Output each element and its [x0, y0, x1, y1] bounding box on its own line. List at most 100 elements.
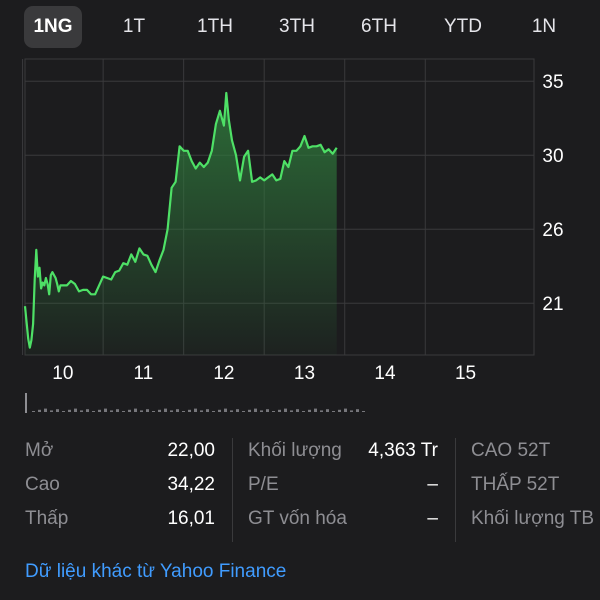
volume-bar	[302, 411, 305, 412]
y-axis-ticks: 35 30 26 21	[542, 72, 563, 315]
stat-value-open: 22,00	[167, 440, 215, 461]
volume-bar	[158, 409, 161, 412]
volume-bar	[326, 409, 329, 412]
volume-bar	[164, 408, 167, 412]
volume-bar	[320, 410, 323, 412]
volume-bar	[98, 409, 101, 412]
tab-1-year[interactable]: 1N	[531, 16, 557, 37]
time-range-tabs: 1NG 1T 1TH 3TH 6TH YTD 1N	[22, 6, 600, 48]
volume-bar	[128, 409, 131, 412]
stat-value-volume: 4,363 Tr	[368, 440, 438, 461]
volume-bar	[260, 410, 263, 412]
volume-bar	[242, 411, 245, 412]
y-tick-label: 21	[542, 294, 563, 315]
stat-label-52w-high: CAO 52T	[471, 440, 551, 461]
x-tick-label: 13	[294, 363, 315, 384]
volume-bar	[290, 410, 293, 412]
volume-bar	[344, 408, 347, 412]
volume-bar	[104, 408, 107, 412]
volume-bar	[86, 409, 89, 412]
volume-bar	[200, 410, 203, 412]
stat-label-52w-low: THẤP 52T	[471, 474, 560, 495]
y-tick-label: 35	[542, 72, 563, 93]
stats-divider	[455, 438, 456, 542]
volume-bar	[92, 411, 95, 412]
volume-bar	[50, 410, 53, 412]
volume-bar	[332, 411, 335, 412]
volume-bar	[206, 409, 209, 412]
price-line	[23, 91, 338, 349]
x-tick-label: 11	[134, 363, 154, 384]
volume-bar	[146, 409, 149, 412]
stat-label-high: Cao	[25, 474, 60, 495]
volume-bar	[56, 409, 59, 412]
volume-bar	[44, 408, 47, 412]
volume-bar	[80, 410, 83, 412]
tab-6-months[interactable]: 6TH	[361, 16, 397, 37]
tab-1-week[interactable]: 1T	[122, 16, 146, 37]
volume-bar	[272, 411, 275, 412]
volume-bar	[212, 411, 215, 412]
volume-bar	[230, 410, 233, 412]
volume-bar	[266, 409, 269, 412]
volume-bar	[218, 409, 221, 412]
volume-bar	[152, 411, 155, 412]
volume-bar	[32, 411, 35, 412]
volume-bar	[284, 408, 287, 412]
volume-bar	[224, 408, 227, 412]
y-tick-label: 26	[542, 220, 563, 241]
volume-bar	[176, 409, 179, 412]
volume-bar	[110, 410, 113, 412]
volume-bar	[25, 393, 27, 413]
yahoo-finance-link[interactable]: Dữ liệu khác từ Yahoo Finance	[25, 561, 287, 582]
volume-bar	[362, 411, 365, 412]
stat-value-pe: –	[427, 474, 438, 495]
tab-3-months[interactable]: 3TH	[279, 16, 315, 37]
stat-label-avg-volume: Khối lượng TB	[471, 508, 595, 529]
volume-bar	[236, 409, 239, 412]
stat-label-volume: Khối lượng	[248, 440, 342, 461]
tab-1-month[interactable]: 1TH	[197, 16, 233, 37]
volume-bar	[314, 408, 317, 412]
stats-panel: Mở 22,00 Cao 34,22 Thấp 16,01 Khối lượng…	[0, 430, 600, 550]
stat-label-open: Mở	[25, 440, 54, 461]
stats-divider	[232, 438, 233, 542]
price-chart[interactable]: 35 30 26 21 10 11 12 13 14 15	[0, 56, 600, 420]
volume-bar	[278, 409, 281, 412]
tab-1-day[interactable]: 1NG	[24, 6, 82, 48]
volume-bar	[182, 411, 185, 412]
volume-bar	[74, 408, 77, 412]
volume-bar	[140, 410, 143, 412]
volume-bar	[134, 408, 137, 412]
stat-label-pe: P/E	[248, 474, 279, 495]
volume-bar	[116, 409, 119, 412]
volume-bar	[68, 409, 71, 412]
x-tick-label: 10	[52, 363, 73, 384]
volume-bar	[296, 409, 299, 412]
volume-bar	[350, 410, 353, 412]
volume-bar	[254, 408, 257, 412]
x-axis-ticks: 10 11 12 13 14 15	[52, 363, 476, 384]
volume-bar	[38, 409, 41, 412]
volume-bar	[62, 411, 65, 412]
stat-value-low: 16,01	[167, 508, 215, 529]
volume-bar	[188, 409, 191, 412]
y-tick-label: 30	[542, 146, 563, 167]
x-tick-label: 12	[213, 363, 234, 384]
stat-label-market-cap: GT vốn hóa	[248, 508, 347, 529]
volume-bar	[356, 409, 359, 412]
volume-bar	[122, 411, 125, 412]
tab-ytd[interactable]: YTD	[444, 16, 482, 37]
volume-bar	[194, 408, 197, 412]
volume-bar	[338, 409, 341, 412]
stat-label-low: Thấp	[25, 508, 69, 529]
stat-value-high: 34,22	[167, 474, 215, 495]
stat-value-market-cap: –	[427, 508, 438, 529]
volume-bars	[25, 393, 365, 413]
volume-bar	[308, 409, 311, 412]
x-tick-label: 15	[455, 363, 476, 384]
volume-bar	[170, 410, 173, 412]
price-area-fill	[25, 93, 337, 355]
x-tick-label: 14	[374, 363, 396, 384]
volume-bar	[248, 409, 251, 412]
